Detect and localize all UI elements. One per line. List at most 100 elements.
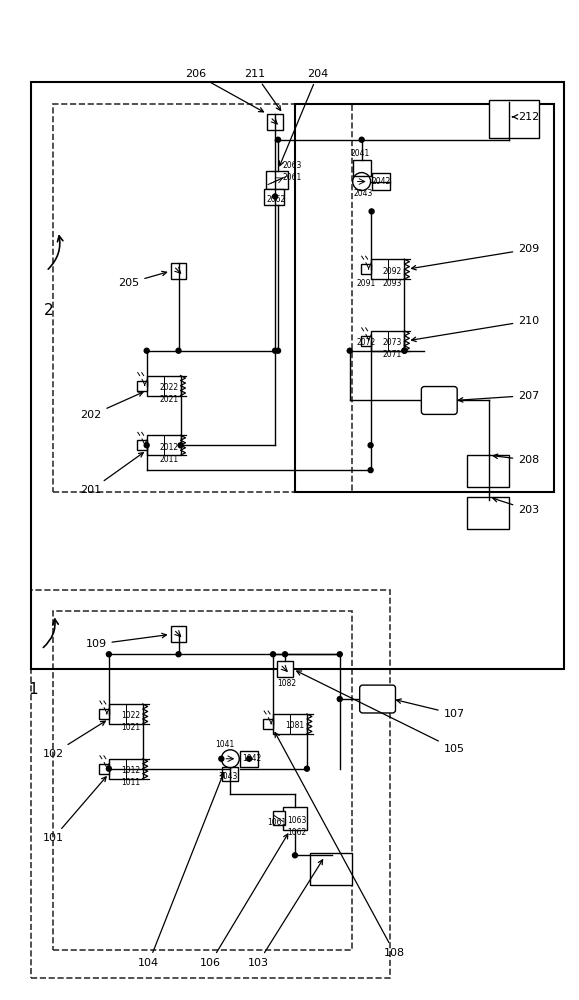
Bar [240, 751, 258, 767]
Bar [295, 104, 554, 492]
Circle shape [273, 348, 277, 353]
Bar [277, 661, 293, 677]
Text: 104: 104 [138, 773, 224, 968]
Bar [146, 376, 181, 396]
Text: 201: 201 [80, 453, 143, 495]
Text: 1011: 1011 [121, 778, 140, 787]
Text: 1021: 1021 [121, 723, 140, 732]
Text: 204: 204 [279, 69, 328, 166]
Circle shape [402, 348, 407, 353]
Circle shape [270, 652, 276, 657]
Text: 207: 207 [459, 391, 540, 402]
Circle shape [144, 348, 149, 353]
Circle shape [369, 209, 374, 214]
Text: 1061: 1061 [267, 818, 287, 827]
Text: 2012: 2012 [159, 443, 178, 452]
Text: 102: 102 [43, 721, 105, 759]
Circle shape [144, 443, 149, 448]
Text: 1012: 1012 [121, 766, 140, 775]
Circle shape [276, 348, 281, 353]
Circle shape [359, 137, 364, 142]
Text: 206: 206 [185, 69, 263, 112]
Bar [266, 171, 288, 189]
Text: 209: 209 [412, 244, 540, 270]
Text: 2092: 2092 [383, 267, 402, 276]
Bar [263, 719, 273, 729]
Text: 203: 203 [493, 498, 540, 515]
Text: 2062: 2062 [266, 195, 285, 204]
FancyBboxPatch shape [422, 387, 457, 414]
Bar [31, 590, 390, 978]
Bar [31, 82, 564, 669]
Circle shape [305, 766, 309, 771]
Bar [371, 259, 405, 279]
Circle shape [276, 137, 281, 142]
Text: 101: 101 [43, 777, 106, 843]
Bar [361, 264, 371, 274]
Text: 202: 202 [80, 392, 143, 420]
Text: 2042: 2042 [372, 177, 391, 186]
Text: 2022: 2022 [159, 383, 178, 392]
Bar [467, 497, 509, 529]
Circle shape [273, 194, 277, 199]
Text: 2021: 2021 [159, 395, 178, 404]
Circle shape [283, 652, 288, 657]
Circle shape [347, 348, 352, 353]
Circle shape [368, 468, 373, 473]
Circle shape [176, 652, 181, 657]
Text: 2072: 2072 [356, 338, 375, 347]
Circle shape [338, 697, 342, 702]
Text: 2: 2 [45, 303, 54, 318]
Text: 205: 205 [118, 271, 167, 288]
Text: 103: 103 [248, 860, 323, 968]
Circle shape [176, 348, 181, 353]
Bar [171, 263, 186, 279]
Bar [146, 435, 181, 455]
Text: 208: 208 [493, 454, 540, 465]
Circle shape [292, 853, 298, 858]
Bar [273, 714, 307, 734]
Text: 2091: 2091 [356, 279, 375, 288]
Circle shape [107, 766, 111, 771]
Text: 108: 108 [275, 733, 405, 958]
Text: 2073: 2073 [383, 338, 402, 347]
Text: 107: 107 [397, 699, 465, 719]
Circle shape [247, 756, 252, 761]
Bar [372, 173, 390, 190]
Text: 1063: 1063 [287, 816, 307, 825]
Text: 106: 106 [200, 834, 288, 968]
Text: 210: 210 [412, 316, 540, 342]
Text: 1062: 1062 [287, 828, 307, 837]
Text: 1081: 1081 [285, 721, 305, 730]
Bar [109, 704, 142, 724]
Bar [109, 759, 142, 779]
Circle shape [368, 443, 373, 448]
Text: 1043: 1043 [219, 772, 238, 781]
Text: 1082: 1082 [277, 679, 296, 688]
Bar [467, 455, 509, 487]
Bar [137, 381, 146, 391]
Text: 109: 109 [85, 633, 166, 649]
Text: 2041: 2041 [350, 149, 369, 158]
Bar [99, 764, 109, 774]
Text: 105: 105 [296, 671, 465, 754]
Circle shape [107, 652, 111, 657]
Text: 1: 1 [28, 682, 38, 697]
Text: 1041: 1041 [216, 740, 235, 749]
Bar [264, 189, 284, 205]
Bar [273, 811, 285, 825]
Bar [267, 114, 283, 130]
Circle shape [402, 348, 407, 353]
Bar [137, 440, 146, 450]
Text: 2061: 2061 [283, 173, 302, 182]
Text: 2011: 2011 [159, 455, 178, 464]
Text: 212: 212 [512, 112, 540, 122]
Circle shape [178, 443, 183, 448]
Bar [353, 160, 371, 176]
Bar [222, 767, 238, 781]
Bar [283, 807, 307, 830]
Text: 2093: 2093 [383, 279, 402, 288]
Text: 1022: 1022 [121, 711, 140, 720]
Text: 2071: 2071 [383, 350, 402, 359]
Circle shape [338, 652, 342, 657]
